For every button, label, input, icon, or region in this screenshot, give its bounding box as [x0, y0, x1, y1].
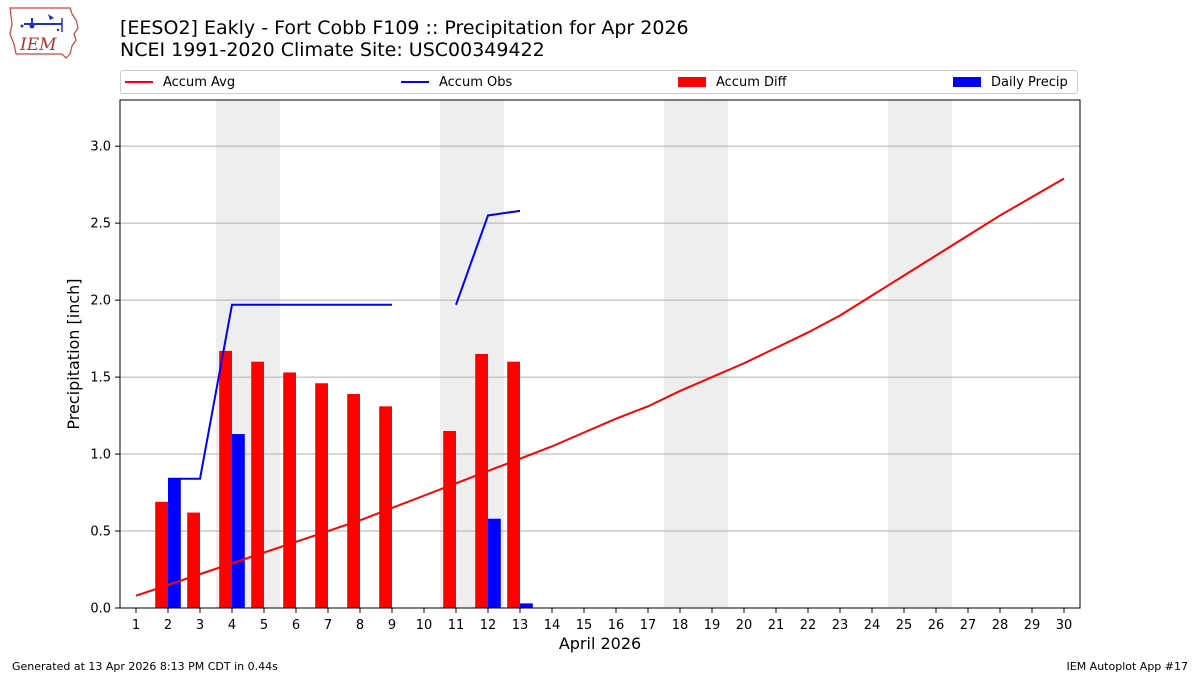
x-tick-label: 30 — [1056, 618, 1073, 633]
x-axis-label: April 2026 — [559, 634, 641, 653]
x-tick-label: 17 — [640, 618, 657, 633]
iem-iowa-logo-icon — [9, 7, 79, 59]
accum-diff-bar — [347, 394, 360, 608]
legend-item-accum-avg: Accum Avg — [125, 71, 235, 93]
y-tick-label: 0.0 — [90, 602, 111, 617]
iem-logo: IEM — [9, 7, 79, 59]
chart-legend: Accum Avg Accum Obs Accum Diff Daily Pre… — [120, 70, 1078, 94]
x-tick-label: 14 — [544, 618, 561, 633]
accum-diff-bar — [219, 350, 232, 608]
x-tick-label: 2 — [164, 618, 172, 633]
accum-diff-bar — [187, 512, 200, 608]
chart-subtitle: NCEI 1991-2020 Climate Site: USC00349422 — [120, 39, 545, 61]
accum-diff-bar — [155, 501, 168, 608]
x-tick-label: 16 — [608, 618, 625, 633]
x-tick-label: 7 — [324, 618, 332, 633]
accum-diff-bar — [315, 383, 328, 608]
daily-precip-bar — [232, 434, 245, 608]
y-tick-label: 2.0 — [90, 294, 111, 309]
legend-swatch-accum-diff — [678, 77, 706, 87]
y-tick-label: 1.0 — [90, 448, 111, 463]
accum-diff-bar — [507, 361, 520, 608]
line-series — [135, 177, 1065, 597]
x-tick-label: 28 — [992, 618, 1009, 633]
weekend-band — [888, 100, 952, 608]
legend-label-accum-diff: Accum Diff — [716, 74, 787, 90]
legend-label-accum-obs: Accum Obs — [439, 74, 513, 90]
legend-item-accum-obs: Accum Obs — [401, 71, 512, 93]
x-tick-label: 22 — [800, 618, 817, 633]
accum-obs-line — [168, 303, 392, 480]
x-tick-label: 8 — [356, 618, 364, 633]
x-tick-label: 20 — [736, 618, 753, 633]
y-axis-label: Precipitation [inch] — [64, 278, 83, 429]
accum-diff-bar — [283, 372, 296, 608]
x-tick-label: 27 — [960, 618, 977, 633]
daily-precip-bar — [168, 478, 181, 608]
x-tick-label: 26 — [928, 618, 945, 633]
x-tick-label: 23 — [832, 618, 849, 633]
logo-text: IEM — [19, 35, 57, 55]
accum-diff-bar — [379, 406, 392, 608]
x-tick-label: 6 — [292, 618, 300, 633]
x-tick-label: 9 — [388, 618, 396, 633]
x-tick-label: 10 — [416, 618, 433, 633]
chart-title: [EESO2] Eakly - Fort Cobb F109 :: Precip… — [120, 17, 689, 39]
x-tick-label: 25 — [896, 618, 913, 633]
x-tick-label: 15 — [576, 618, 593, 633]
accum-diff-bar — [251, 361, 264, 608]
accum-avg-line — [135, 177, 1065, 597]
bar-series — [155, 350, 533, 608]
y-gridlines — [120, 145, 1080, 532]
y-tick-label: 2.5 — [90, 217, 111, 232]
x-tick-label: 1 — [132, 618, 140, 633]
y-tick-label: 3.0 — [90, 140, 111, 155]
legend-item-daily-precip: Daily Precip — [953, 71, 1068, 93]
daily-precip-bar — [488, 518, 501, 608]
plot-frame — [119, 99, 1081, 609]
y-tick-label: 0.5 — [90, 525, 111, 540]
x-tick-label: 24 — [864, 618, 881, 633]
x-tick-label: 3 — [196, 618, 204, 633]
x-tick-label: 13 — [512, 618, 529, 633]
accum-diff-bar — [443, 430, 456, 608]
legend-label-accum-avg: Accum Avg — [163, 74, 236, 90]
accum-diff-bar — [475, 354, 488, 608]
x-tick-label: 12 — [480, 618, 497, 633]
x-tick-label: 29 — [1024, 618, 1041, 633]
legend-swatch-accum-avg — [125, 81, 153, 83]
legend-swatch-daily-precip — [953, 77, 981, 87]
legend-swatch-accum-obs — [401, 81, 429, 83]
x-tick-label: 19 — [704, 618, 721, 633]
x-tick-label: 11 — [448, 618, 465, 633]
weekend-band — [664, 100, 728, 608]
y-tick-label: 1.5 — [90, 371, 111, 386]
daily-precip-bar — [520, 603, 533, 608]
x-tick-label: 21 — [768, 618, 785, 633]
x-tick-label: 18 — [672, 618, 689, 633]
accum-obs-line — [455, 209, 521, 306]
app-credit: IEM Autoplot App #17 — [1066, 660, 1189, 673]
axes: 0.00.51.01.52.02.53.01 2 3 4 5 6 7 8 9 10 11 12 13 14… — [90, 140, 1072, 633]
x-tick-label: 5 — [260, 618, 268, 633]
legend-label-daily-precip: Daily Precip — [991, 74, 1068, 90]
x-tick-label: 4 — [228, 618, 236, 633]
legend-item-accum-diff: Accum Diff — [678, 71, 787, 93]
generated-note: Generated at 13 Apr 2026 8:13 PM CDT in … — [12, 660, 278, 673]
